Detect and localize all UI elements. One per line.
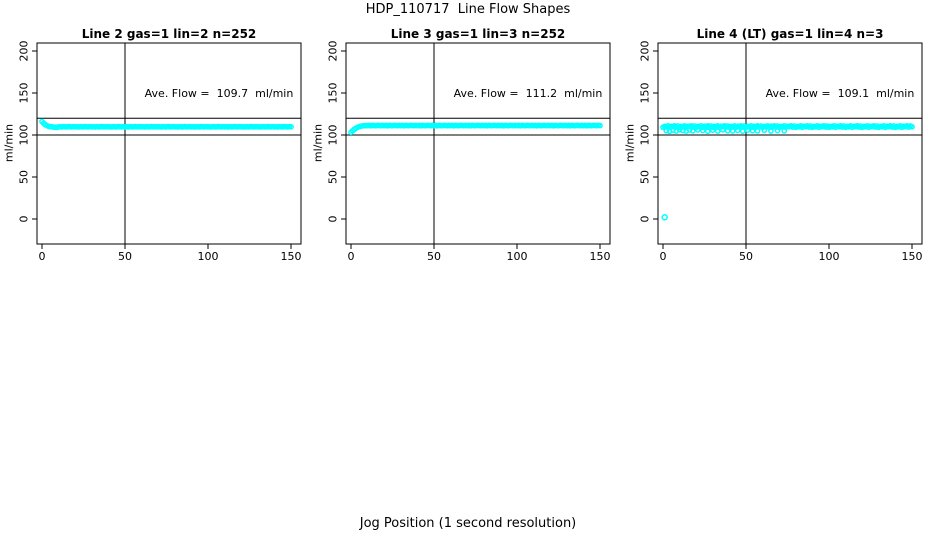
y-tick-label: 200	[17, 40, 31, 62]
data-point	[690, 128, 696, 134]
y-tick-label: 0	[638, 215, 652, 223]
data-point	[749, 127, 756, 134]
data-point	[288, 124, 294, 130]
plot-box	[36, 42, 302, 245]
x-axis-label: Jog Position (1 second resolution)	[359, 516, 577, 531]
plot1-y-axis-label: ml/min	[2, 123, 16, 163]
x-tick-label: 50	[427, 250, 441, 263]
y-tick-label: 0	[326, 215, 340, 223]
outlier-point	[661, 214, 668, 221]
data-point	[734, 127, 741, 134]
data-point	[663, 127, 670, 134]
x-tick-label: 150	[589, 250, 611, 263]
data-point	[754, 128, 761, 134]
data-point	[768, 128, 774, 134]
data-point	[781, 128, 788, 134]
plot1-ave-flow-annotation: Ave. Flow = 109.7 ml/min	[144, 87, 294, 100]
x-tick-label: 150	[901, 250, 923, 263]
data-point	[709, 127, 716, 134]
plot2-title: Line 3 gas=1 lin=3 n=252	[390, 27, 566, 41]
data-point	[699, 127, 706, 134]
data-point	[714, 128, 721, 134]
x-tick-label: 100	[197, 250, 219, 263]
x-tick-label: 50	[739, 250, 753, 263]
plot2-ave-flow-annotation: Ave. Flow = 111.2 ml/min	[453, 87, 603, 100]
data-point	[676, 126, 683, 133]
plot3-ave-flow-annotation: Ave. Flow = 109.1 ml/min	[765, 87, 915, 100]
data-point	[719, 127, 726, 133]
y-tick-label: 200	[326, 40, 340, 62]
y-tick-label: 50	[638, 170, 652, 184]
x-tick-label: 100	[818, 250, 840, 263]
data-point	[761, 127, 768, 134]
data-point	[724, 127, 731, 134]
x-tick-label: 50	[118, 250, 132, 263]
data-point	[597, 122, 603, 129]
data-point	[704, 128, 711, 135]
y-tick-label: 50	[326, 170, 340, 184]
data-point	[680, 127, 686, 134]
data-point	[739, 128, 746, 134]
main-title: HDP_110717 Line Flow Shapes	[365, 2, 571, 17]
y-tick-label: 100	[638, 124, 652, 146]
y-tick-label: 200	[638, 40, 652, 62]
x-tick-label: 100	[506, 250, 528, 263]
y-tick-label: 100	[17, 124, 31, 146]
y-tick-label: 150	[17, 82, 31, 104]
plot-box	[345, 42, 611, 245]
y-tick-label: 50	[17, 170, 31, 184]
data-point	[744, 127, 751, 133]
y-tick-label: 0	[17, 215, 31, 223]
data-point	[695, 127, 701, 133]
data-point	[909, 123, 915, 130]
x-tick-label: 0	[659, 250, 667, 263]
plot2-y-axis-label: ml/min	[311, 123, 325, 163]
data-point	[729, 128, 736, 134]
data-point	[774, 127, 781, 134]
plot3-y-axis-label: ml/min	[623, 123, 637, 163]
y-tick-label: 100	[326, 124, 340, 146]
x-tick-label: 0	[38, 250, 46, 263]
x-tick-label: 150	[280, 250, 302, 263]
plot-box	[657, 42, 923, 245]
plot1-title: Line 2 gas=1 lin=2 n=252	[81, 27, 257, 41]
x-tick-label: 0	[347, 250, 355, 263]
plot3-title: Line 4 (LT) gas=1 lin=4 n=3	[696, 27, 884, 41]
